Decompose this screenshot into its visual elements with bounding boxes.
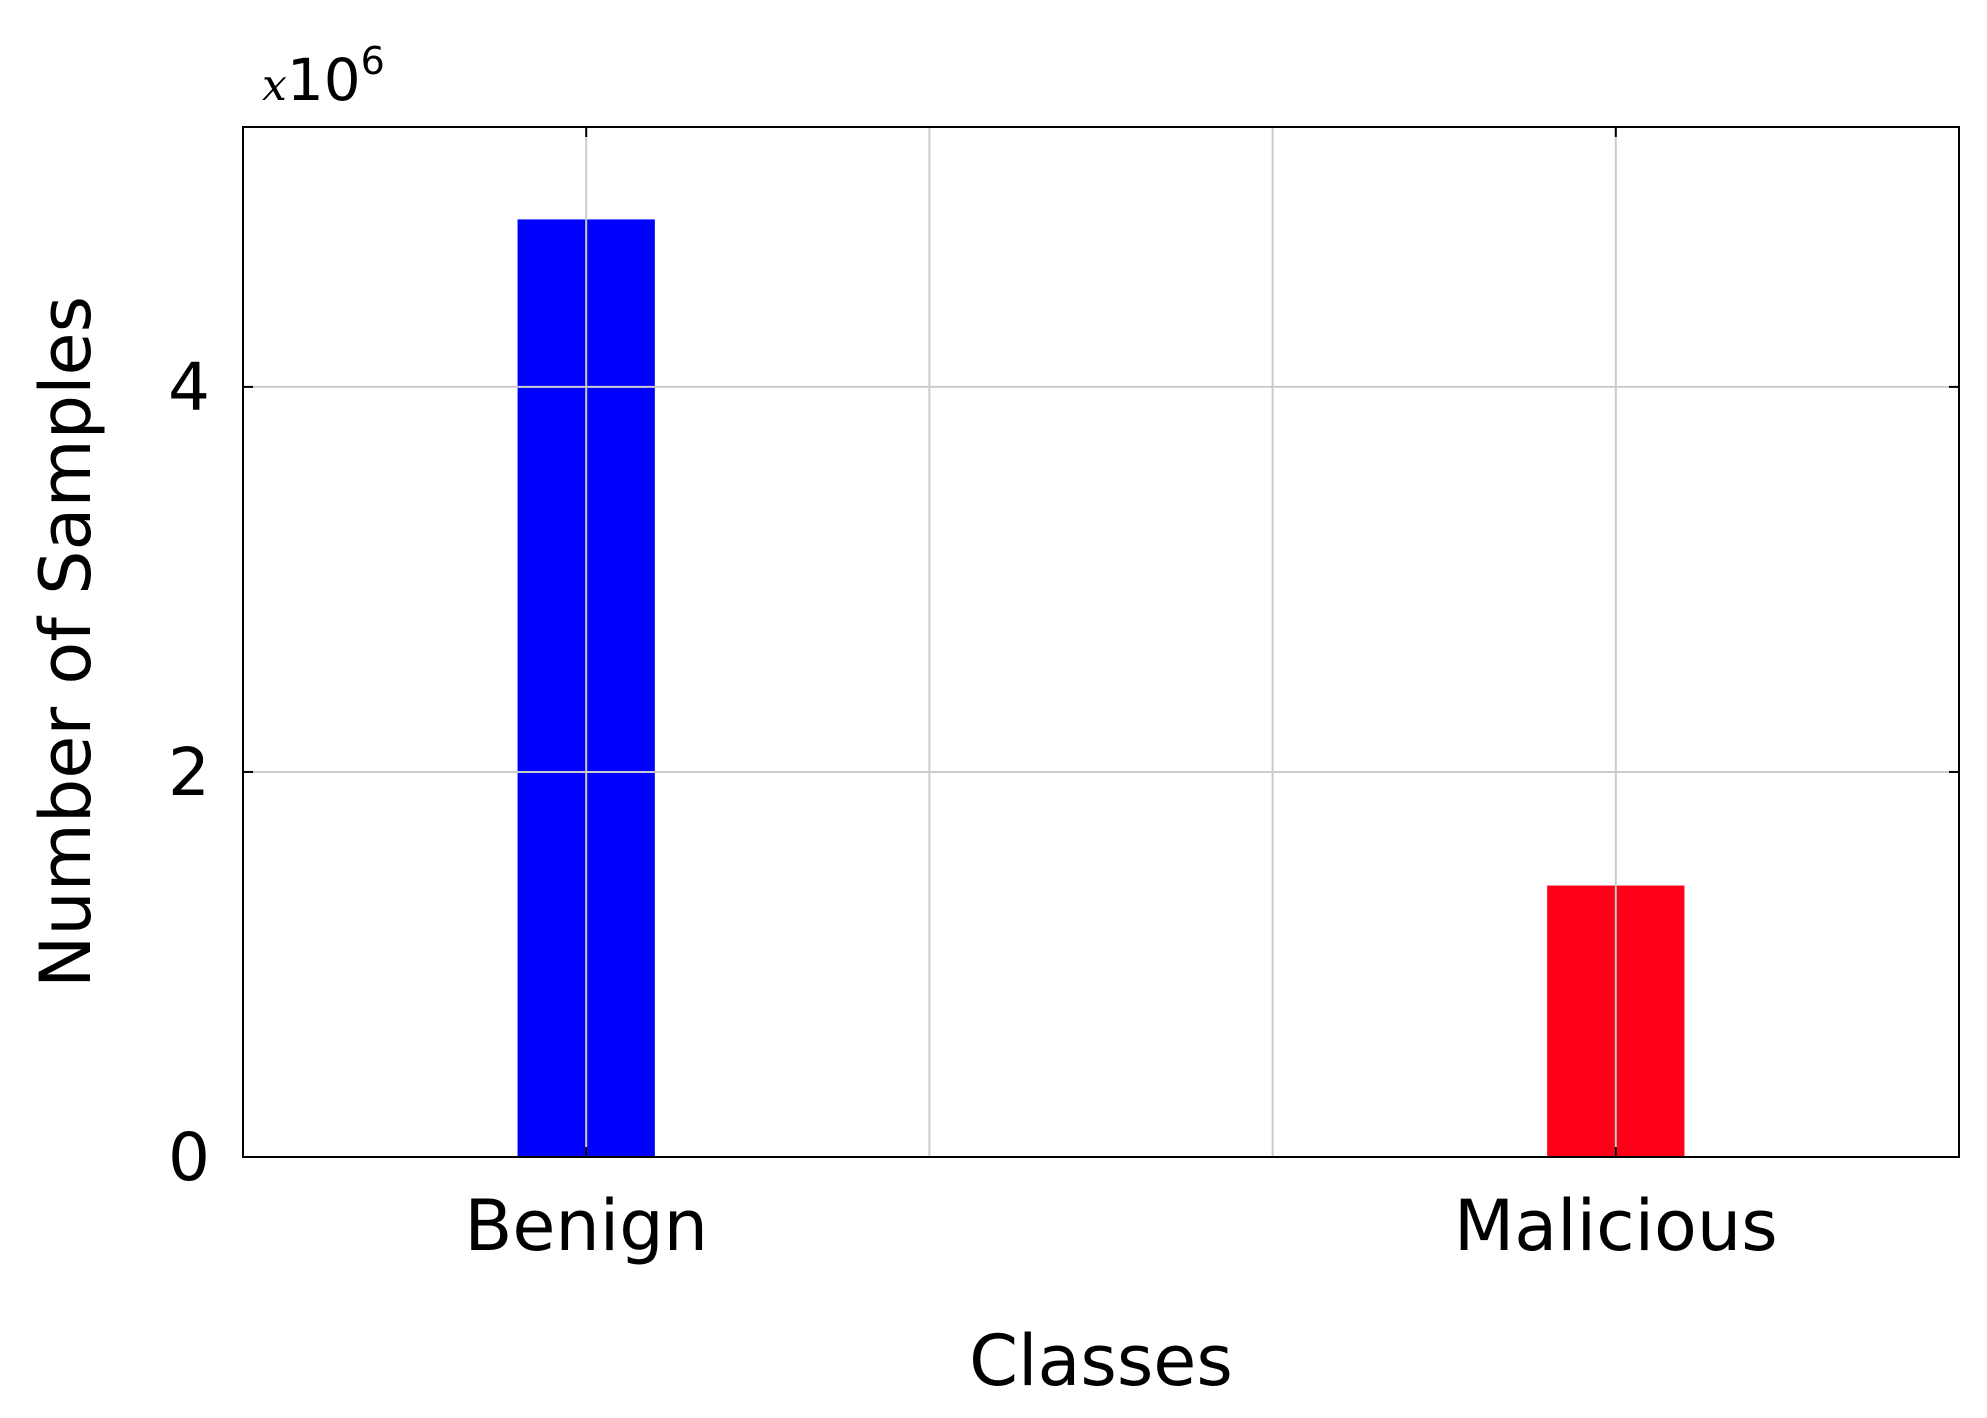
y-multiplier-exponent: 6 [361,39,385,83]
y-tick-label: 2 [168,734,210,811]
y-multiplier-base: 10 [287,46,361,114]
y-tick-labels: 0 2 4 [168,349,1959,1196]
bar-center-grid-lines [517,219,1617,1157]
plot-area [243,127,1959,1157]
y-tick-label: 0 [168,1119,210,1196]
y-axis-title: Number of Samples [25,296,107,988]
x-tick-label-benign: Benign [464,1185,708,1267]
plot-frame [242,126,1960,1158]
y-multiplier-label: x106 [262,39,385,114]
y-tick-label: 4 [168,349,210,426]
x-tick-label-malicious: Malicious [1454,1185,1778,1267]
x-axis-title: Classes [969,1320,1233,1402]
x-tick-labels: Benign Malicious [464,127,1778,1267]
y-multiplier-prefix: x [262,60,287,111]
